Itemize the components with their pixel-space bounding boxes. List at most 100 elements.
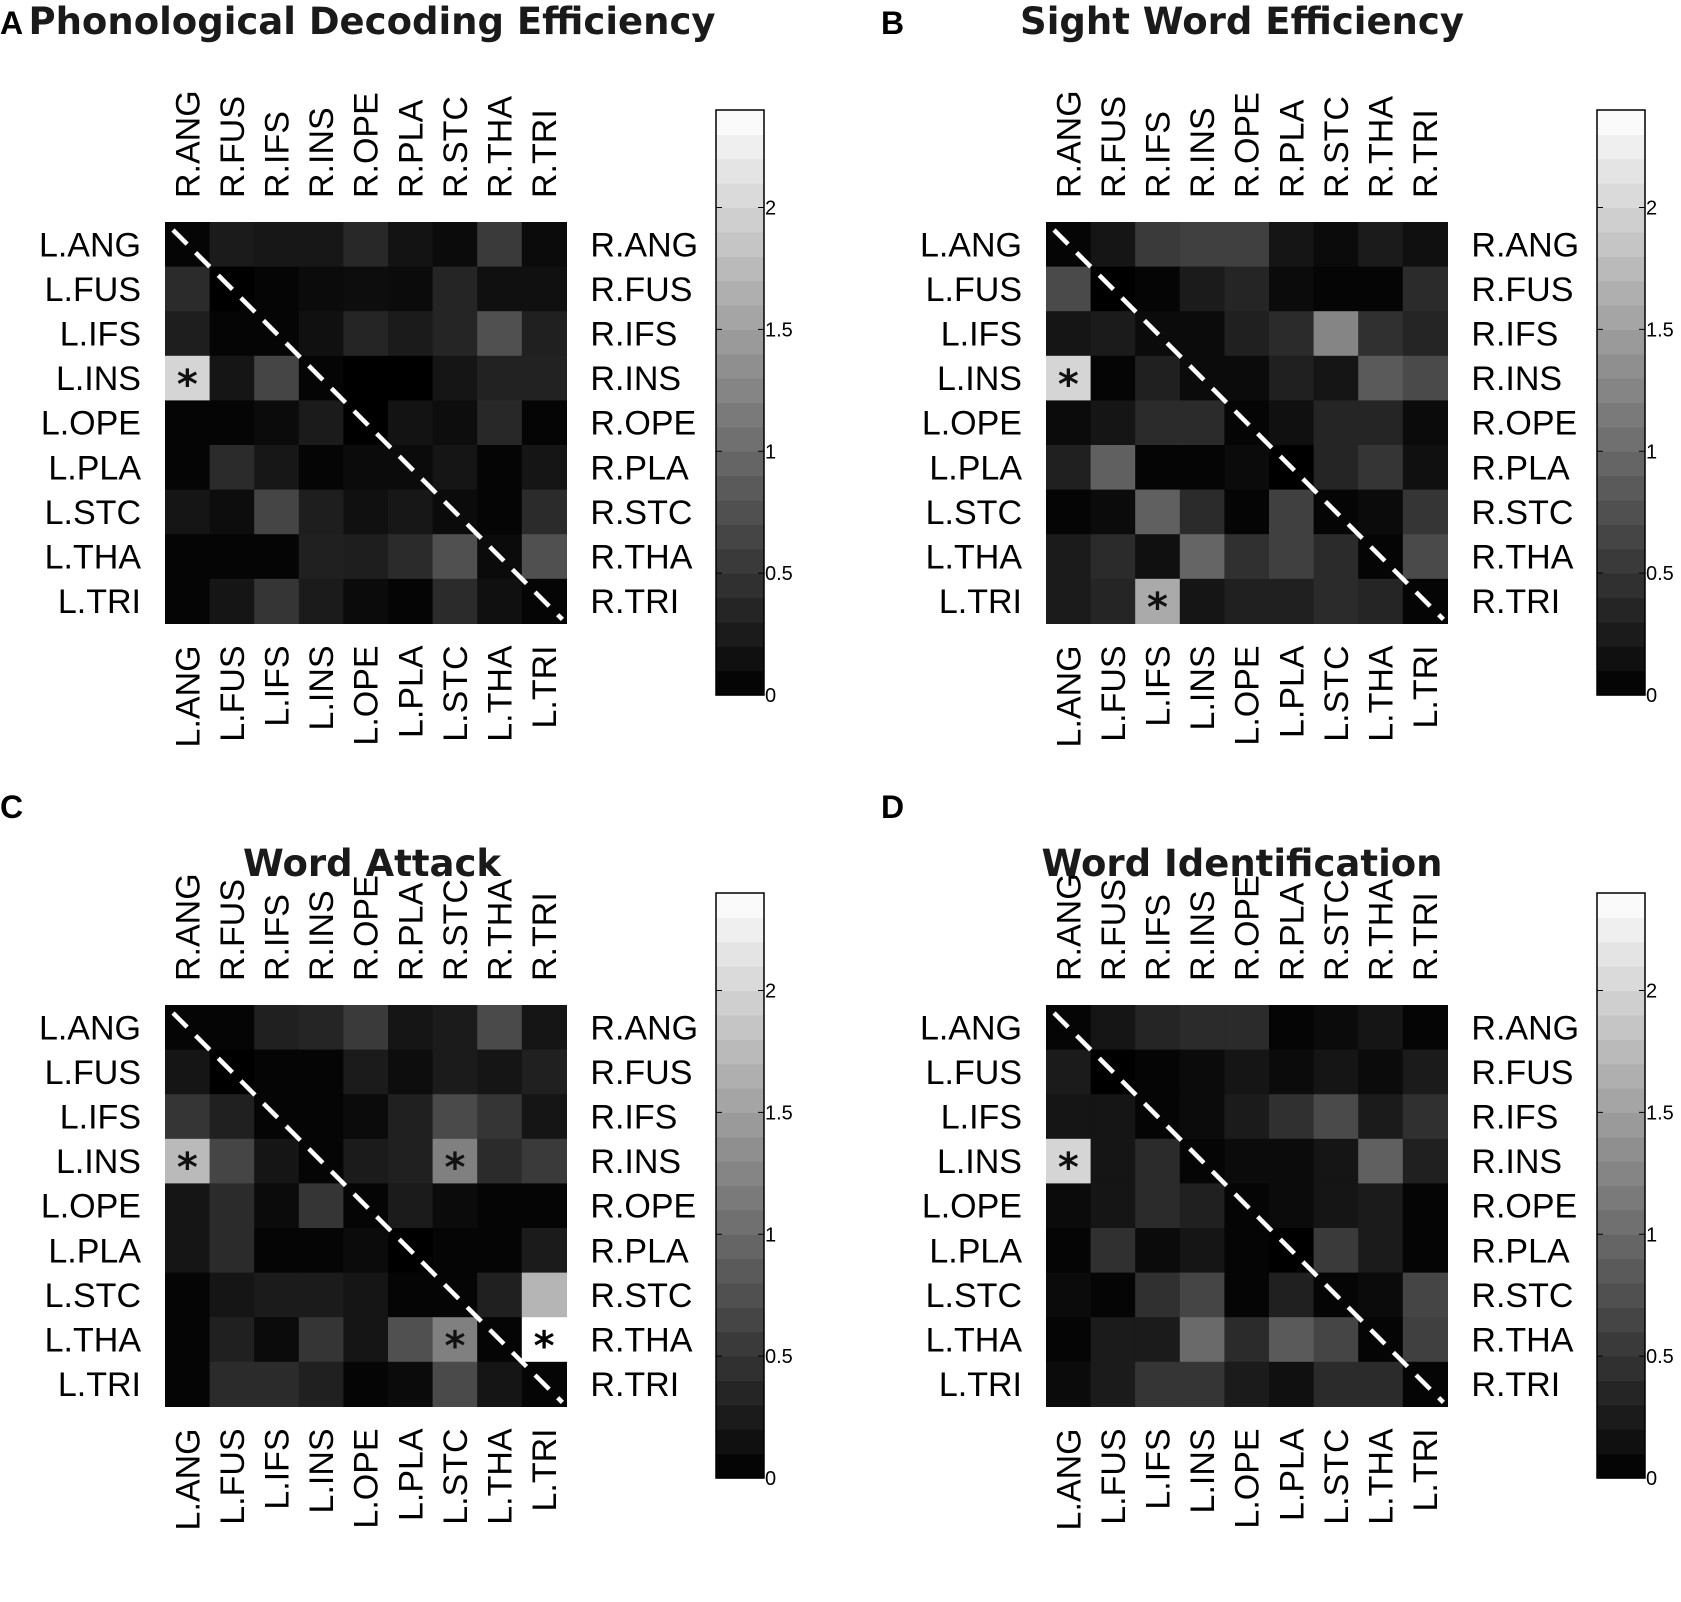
colorbar-step (716, 451, 764, 477)
heatmap-cells (1046, 222, 1448, 624)
col-label-top: R.IFS (1140, 111, 1178, 198)
row-label-right: R.FUS (590, 1054, 692, 1092)
col-label-bottom: L.OPE (1229, 1428, 1267, 1528)
heatmap-cell (298, 489, 344, 535)
heatmap-cell (521, 489, 567, 535)
colorbar-tick-label: 2 (1646, 981, 1657, 1003)
colorbar-tick-label: 0.5 (1646, 1346, 1674, 1368)
colorbar-step (716, 1063, 764, 1089)
colorbar-step (716, 646, 764, 672)
heatmap-cell (1135, 1005, 1181, 1051)
heatmap-cell (1269, 1005, 1315, 1051)
colorbar-step (716, 426, 764, 452)
row-label-left: L.THA (45, 539, 142, 577)
heatmap-cell (1090, 311, 1136, 357)
row-label-right: R.THA (590, 539, 692, 577)
heatmap-cell (343, 1094, 389, 1140)
col-label-top: R.PLA (392, 882, 430, 981)
heatmap-cell (477, 445, 523, 491)
heatmap-cell (432, 1049, 478, 1095)
heatmap-cell (254, 1228, 300, 1274)
heatmap-cell (1224, 1317, 1270, 1363)
col-label-top: R.INS (303, 107, 341, 198)
heatmap-cell (388, 1005, 434, 1051)
colorbar-step (716, 670, 764, 696)
heatmap-cell (1090, 1317, 1136, 1363)
heatmap-cell (1090, 1183, 1136, 1229)
heatmap-cell (1090, 489, 1136, 535)
heatmap-cell (1046, 400, 1092, 446)
colorbar-step (716, 500, 764, 525)
heatmap-cell (1179, 1317, 1225, 1363)
heatmap-cell (432, 311, 478, 357)
heatmap-cell (209, 534, 255, 580)
colorbar-step (716, 378, 764, 404)
heatmap-cell (477, 1183, 523, 1229)
colorbar-tick-label: 0.5 (765, 1346, 793, 1368)
colorbar-step (1597, 548, 1645, 574)
heatmap-cell (388, 400, 434, 446)
significance-asterisk: * (1058, 362, 1079, 408)
colorbar-step (716, 1356, 764, 1382)
colorbar-step (1597, 451, 1645, 477)
heatmap-cell (298, 1049, 344, 1095)
colorbar-frame (1596, 892, 1646, 1479)
row-label-left: L.TRI (939, 1366, 1022, 1404)
colorbar-step (716, 1429, 764, 1455)
col-label-bottom: L.ANG (1050, 1428, 1088, 1530)
heatmap-cell (388, 266, 434, 312)
row-label-left: L.FUS (926, 1054, 1022, 1092)
heatmap-cell (521, 222, 567, 268)
colorbar-step (1597, 1136, 1645, 1162)
heatmap-cell (1358, 1138, 1404, 1184)
heatmap-cell (388, 1317, 434, 1363)
heatmap-cell (1402, 1272, 1448, 1318)
heatmap-cell (432, 1361, 478, 1407)
row-label-left: L.OPE (922, 405, 1022, 443)
heatmap-cell (209, 400, 255, 446)
heatmap-cell (343, 1272, 389, 1318)
heatmap-cell (432, 355, 478, 401)
row-label-left: L.ANG (920, 1009, 1022, 1047)
col-label-top: R.TRI (526, 109, 564, 198)
heatmap-cell (1358, 1228, 1404, 1274)
heatmap-cell (1135, 1183, 1181, 1229)
heatmap-cell (1135, 1228, 1181, 1274)
heatmap-cell (1135, 1317, 1181, 1363)
heatmap-cell (1224, 311, 1270, 357)
heatmap-cell (477, 311, 523, 357)
heatmap-cell (298, 534, 344, 580)
heatmap-cell (1313, 400, 1359, 446)
col-label-top: R.PLA (392, 99, 430, 198)
heatmap-cell (1224, 1138, 1270, 1184)
heatmap-cell (1224, 355, 1270, 401)
col-label-bottom: L.INS (1184, 645, 1222, 730)
heatmap-cell (343, 311, 389, 357)
diagonal-divider (1052, 228, 1445, 621)
colorbar-tick-label: 1.5 (765, 319, 793, 341)
heatmap-cell (1179, 266, 1225, 312)
significance-asterisk: * (444, 1324, 465, 1370)
colorbar-step (1597, 1404, 1645, 1430)
col-label-top: R.IFS (1140, 894, 1178, 981)
heatmap-cell (209, 1005, 255, 1051)
heatmap-cell (343, 1138, 389, 1184)
heatmap-cell (1046, 1317, 1092, 1363)
heatmap-cell (1090, 1094, 1136, 1140)
heatmap-cell (1135, 445, 1181, 491)
panel-letter: D (881, 789, 904, 825)
col-label-bottom: L.TRI (1407, 1428, 1445, 1511)
col-label-top: R.TRI (1407, 109, 1445, 198)
heatmap-cell (521, 1183, 567, 1229)
heatmap-cell (209, 355, 255, 401)
col-label-bottom: L.FUS (1095, 1428, 1133, 1524)
heatmap-cell (165, 355, 211, 401)
col-label-bottom: L.IFS (259, 1428, 297, 1509)
heatmap-cell (1358, 578, 1404, 624)
heatmap-cell (1269, 355, 1315, 401)
significance-asterisk: * (444, 1145, 465, 1191)
heatmap-cell (209, 311, 255, 357)
colorbar-tick-label: 0 (765, 1468, 776, 1490)
col-label-bottom: L.STC (1318, 645, 1356, 741)
